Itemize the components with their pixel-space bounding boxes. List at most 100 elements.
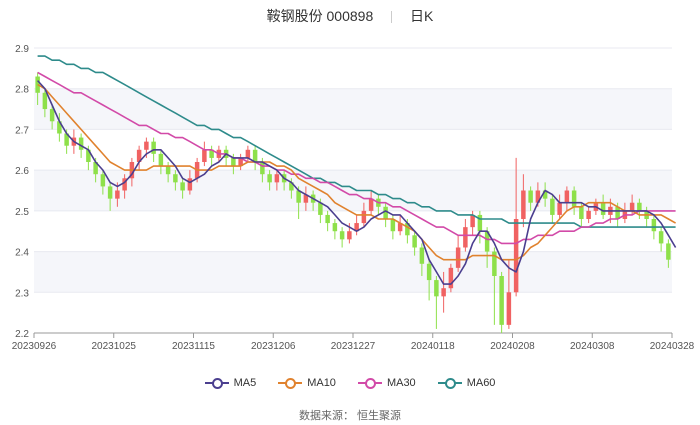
candle	[571, 186, 577, 215]
candle-body	[470, 214, 475, 228]
candle	[173, 170, 178, 191]
candle-body	[289, 182, 294, 191]
legend-swatch-ma5	[204, 377, 229, 389]
candle-body	[557, 202, 562, 215]
candle	[455, 235, 461, 272]
candle	[209, 145, 214, 167]
candle-body	[426, 263, 432, 281]
candle	[332, 219, 338, 240]
candle	[296, 186, 301, 219]
candle-body	[550, 198, 555, 215]
candle	[274, 170, 280, 191]
candle-body	[165, 166, 171, 175]
candle-body	[434, 280, 439, 297]
x-tick-label: 20231206	[251, 341, 296, 352]
period-label: 日K	[410, 8, 434, 24]
candle	[383, 202, 388, 228]
candle	[557, 194, 562, 219]
candle-body	[202, 149, 207, 162]
candle	[368, 190, 374, 215]
candle-body	[658, 231, 664, 244]
x-tick-label: 20231227	[331, 341, 376, 352]
candle-body	[187, 178, 193, 191]
legend-item-ma5[interactable]: MA5	[204, 377, 256, 389]
candle-body	[238, 157, 243, 167]
candle-body	[260, 162, 265, 175]
candle-body	[231, 157, 236, 167]
candle	[542, 182, 548, 207]
candle-body	[412, 235, 417, 248]
candle	[325, 210, 330, 232]
candle	[180, 178, 185, 199]
candle-body	[499, 276, 504, 325]
candle-body	[347, 231, 352, 240]
x-tick-label: 20230926	[12, 341, 57, 352]
x-tick-label: 20240208	[490, 341, 535, 352]
candle-body	[354, 223, 359, 232]
candle	[412, 231, 417, 256]
candle	[339, 227, 345, 248]
candle	[506, 259, 512, 329]
candle	[550, 194, 555, 224]
candle-body	[158, 153, 164, 167]
chart-legend: MA5 MA10 MA30 MA60	[0, 377, 700, 389]
y-tick-label: 2.3	[15, 288, 29, 299]
legend-item-ma10[interactable]: MA10	[278, 377, 336, 389]
legend-item-ma60[interactable]: MA60	[437, 377, 495, 389]
candle-body	[397, 223, 403, 232]
data-source: 数据来源： 恒生聚源	[298, 410, 402, 422]
legend-item-ma30[interactable]: MA30	[357, 377, 416, 389]
stock-name-code: 鞍钢股份 000898	[266, 8, 374, 24]
candle-body	[267, 174, 272, 183]
candle-body	[448, 267, 454, 289]
candle-body	[252, 149, 258, 162]
candle	[252, 145, 258, 171]
candle-body	[339, 231, 345, 240]
candle-body	[78, 137, 84, 150]
ma10-line	[37, 83, 676, 261]
candle-body	[42, 92, 48, 110]
candle	[238, 153, 243, 171]
candle	[434, 276, 439, 329]
title-separator	[391, 11, 393, 24]
y-tick-label: 2.9	[15, 44, 29, 55]
candle	[122, 174, 127, 199]
candle	[397, 214, 403, 236]
candle	[513, 157, 519, 297]
candle-body	[209, 149, 214, 158]
candle	[666, 239, 671, 268]
candle-body	[477, 214, 483, 232]
legend-swatch-ma30	[357, 377, 382, 389]
candle-body	[180, 182, 185, 191]
candle	[42, 88, 48, 118]
candle-body	[144, 141, 149, 150]
candle-body	[405, 223, 410, 236]
candle-body	[600, 202, 606, 215]
y-tick-label: 2.5	[15, 207, 29, 218]
candle-body	[173, 174, 178, 183]
y-tick-label: 2.4	[15, 248, 29, 259]
candle-body	[615, 206, 620, 219]
ma60-line	[37, 55, 676, 228]
candle-body	[296, 190, 301, 203]
candle-body	[441, 288, 446, 297]
candle-body	[86, 149, 91, 162]
candle-body	[151, 141, 156, 154]
candle	[484, 227, 490, 268]
candle-body	[332, 223, 338, 232]
candle	[49, 105, 55, 130]
ma5-line	[37, 80, 677, 285]
x-tick-label: 20240308	[570, 341, 615, 352]
legend-swatch-ma10	[278, 377, 303, 389]
candle	[499, 271, 504, 333]
y-tick-label: 2.8	[15, 85, 29, 96]
candle	[600, 194, 606, 219]
candle-body	[637, 202, 642, 211]
candle	[419, 243, 425, 276]
candle	[658, 227, 664, 252]
candle-body	[629, 202, 635, 211]
candle-body	[586, 210, 591, 219]
legend-label-ma30: MA30	[386, 377, 416, 389]
candle-body	[57, 121, 62, 134]
candle	[158, 149, 164, 175]
